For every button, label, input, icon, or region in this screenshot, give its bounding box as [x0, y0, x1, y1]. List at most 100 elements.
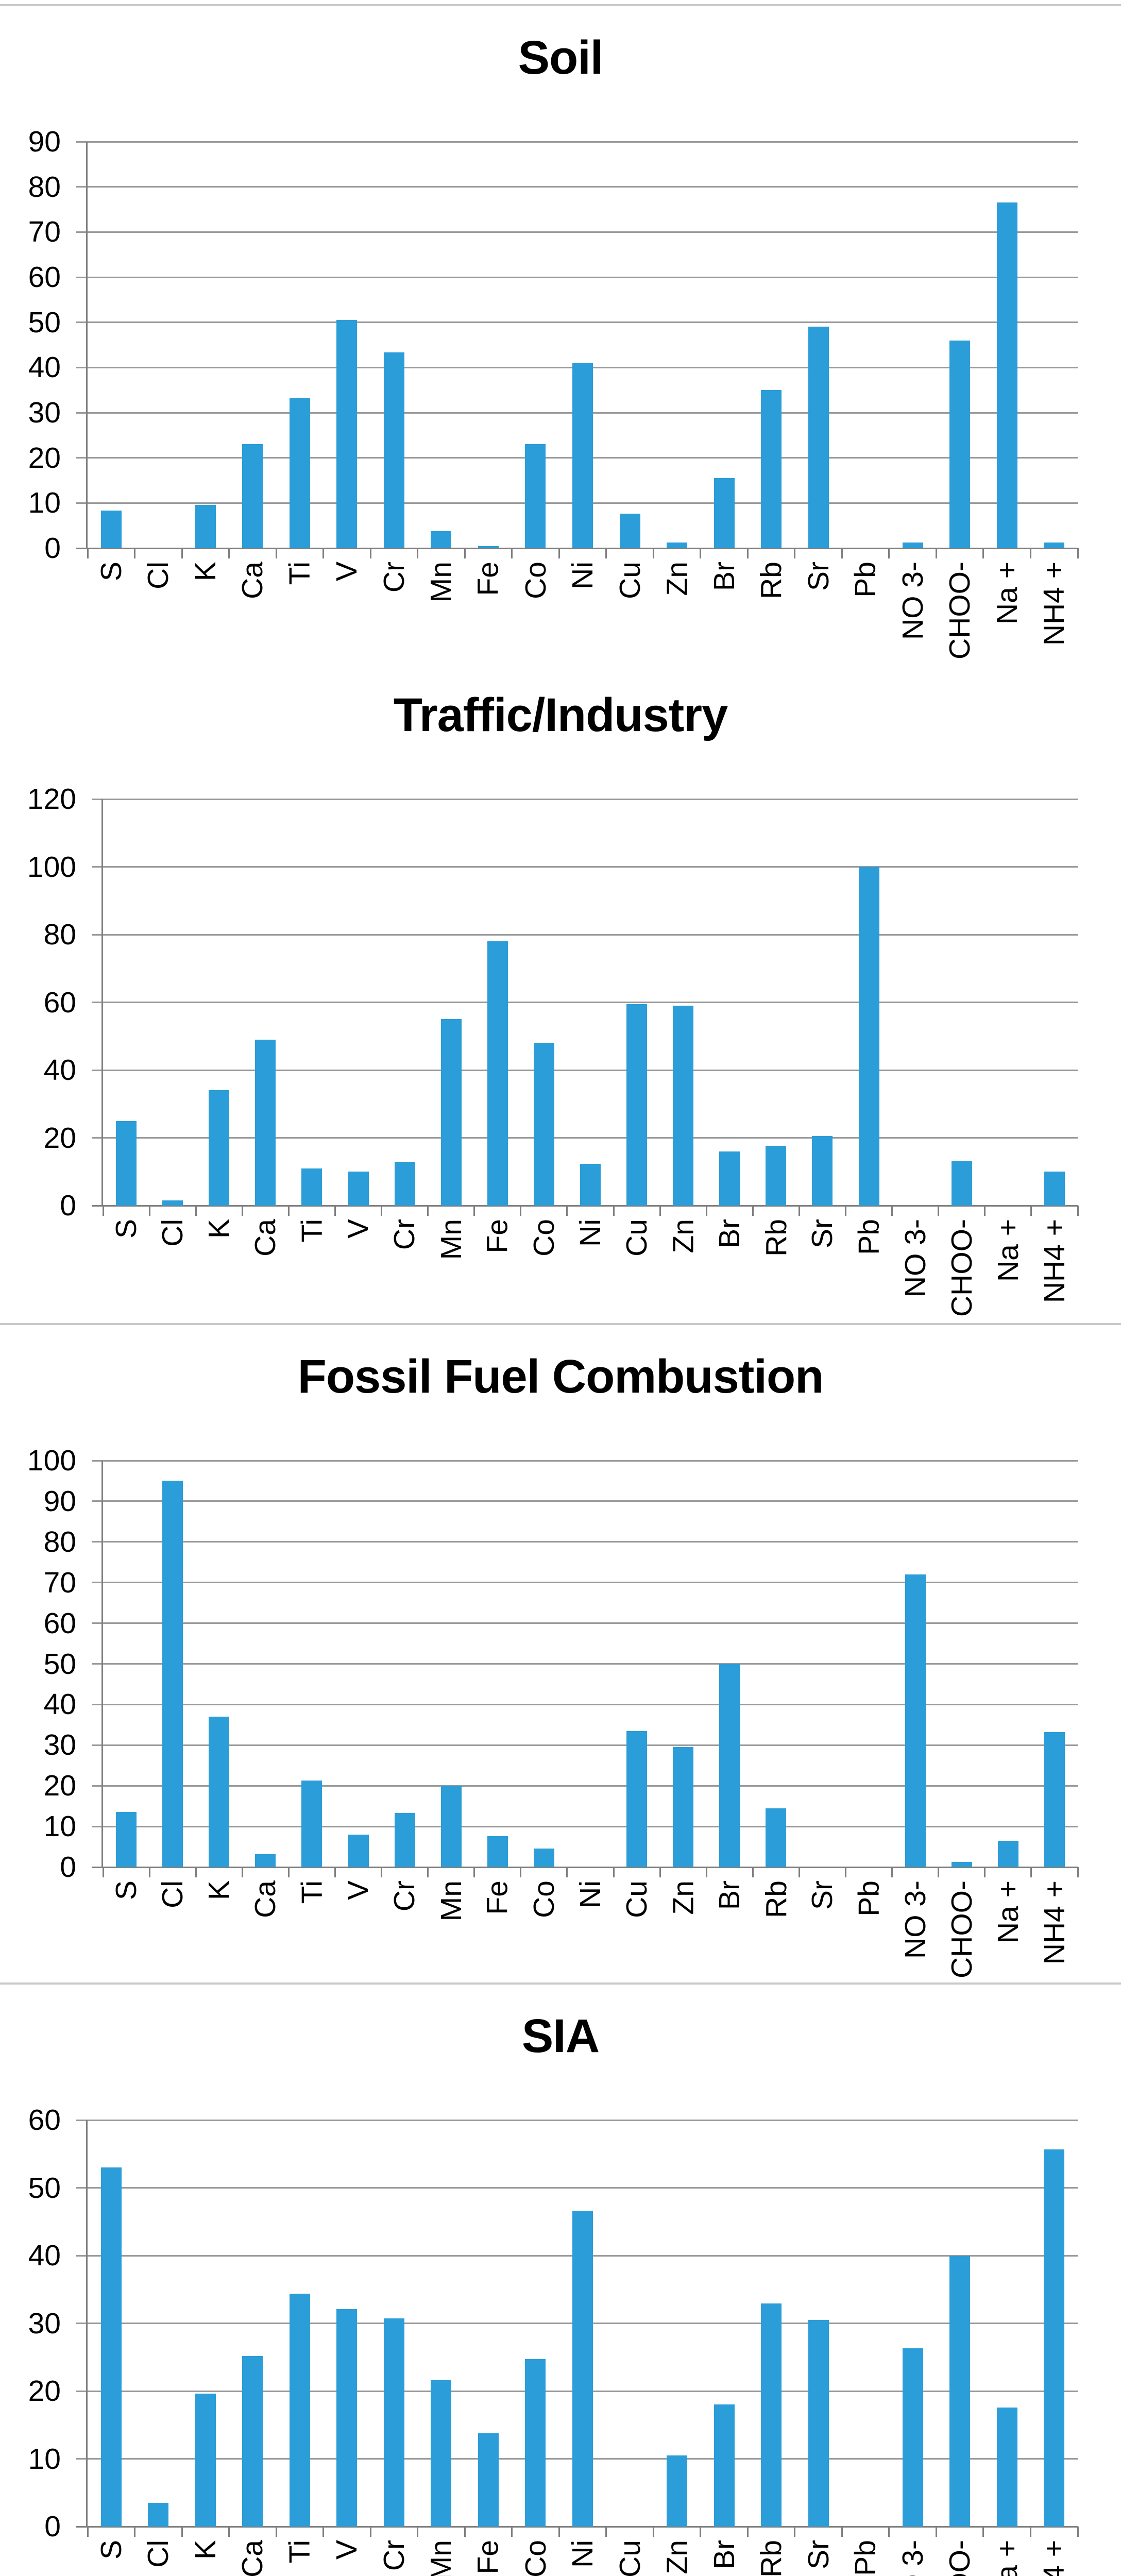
x-axis-tick-mark [984, 1867, 986, 1877]
x-axis-tick-mark [381, 1206, 383, 1216]
gridline [92, 1825, 1078, 1827]
x-tick-label-text: Cr [377, 2540, 411, 2571]
x-axis-tick-mark [566, 1206, 568, 1216]
x-tick-label-text: Co [527, 1219, 560, 1257]
gridline [92, 866, 1078, 868]
bar [996, 202, 1017, 548]
x-axis-tick-mark [334, 1867, 336, 1877]
x-axis-tick-mark [984, 1206, 986, 1216]
x-tick-label-text: V [342, 1880, 375, 1901]
x-axis-tick-mark [241, 1206, 243, 1216]
bar [440, 1019, 462, 1206]
x-tick-label-text: Sr [806, 1880, 839, 1910]
bar [619, 514, 640, 548]
bar [383, 352, 404, 548]
x-axis-tick-mark [87, 548, 89, 558]
x-tick-label-text: Rb [755, 2540, 788, 2576]
y-tick-label: 0 [44, 2510, 61, 2543]
bar [949, 2256, 971, 2527]
x-axis-tick-mark [287, 1206, 290, 1216]
x-tick-label-text: NH4 + [1038, 1219, 1071, 1303]
bar [533, 1043, 554, 1206]
x-axis-tick-mark [1029, 2527, 1031, 2537]
gridline [92, 1785, 1078, 1787]
x-tick-label-text: NO 3- [896, 2540, 929, 2576]
x-tick-label-text: Pb [849, 562, 882, 598]
x-tick-label-text: Cl [142, 2540, 175, 2568]
bar [440, 1786, 462, 1867]
y-tick-label: 10 [43, 1810, 76, 1843]
x-tick-label-text: Mn [424, 2540, 458, 2576]
y-tick-label: 20 [43, 1121, 76, 1155]
x-axis-tick-mark [700, 548, 702, 558]
y-tick-label: 0 [44, 532, 61, 565]
x-axis-tick-mark [473, 1206, 475, 1216]
x-tick-label-text: S [94, 2540, 128, 2560]
x-tick-label-text: Cu [620, 1880, 654, 1918]
x-tick-label-text: Cl [156, 1219, 190, 1247]
x-axis-tick-mark [417, 2527, 419, 2537]
x-axis-tick-mark [1077, 548, 1079, 558]
x-axis-tick-mark [148, 1206, 150, 1216]
x-axis-tick-mark [427, 1206, 429, 1216]
y-axis-line [86, 2120, 88, 2527]
bar [808, 327, 829, 548]
x-tick-label-text: S [94, 562, 128, 582]
bar [626, 1004, 648, 1206]
x-tick-label-text: Co [519, 562, 552, 599]
gridline [76, 2187, 1078, 2189]
x-tick-label-text: V [342, 1219, 375, 1239]
bar [673, 1006, 694, 1206]
bar [572, 363, 593, 548]
x-axis-tick-mark [841, 2527, 843, 2537]
gridline [92, 1460, 1078, 1462]
y-tick-label: 30 [28, 396, 61, 429]
x-tick-label-text: Mn [434, 1880, 468, 1922]
x-tick-label-text: NH4 + [1038, 562, 1071, 646]
gridline [92, 1582, 1078, 1584]
gridline [92, 934, 1078, 936]
x-tick-label-text: Br [707, 2540, 741, 2569]
x-tick-label-text: Br [713, 1219, 746, 1248]
chart-title: SIA [521, 2010, 600, 2062]
x-axis-tick-mark [982, 548, 984, 558]
x-tick-label-text: Fe [471, 2540, 505, 2574]
x-axis-tick-mark [381, 1867, 383, 1877]
x-axis-tick-mark [520, 1867, 522, 1877]
x-tick-label-text: Rb [759, 1219, 793, 1257]
bar [383, 2318, 404, 2527]
x-tick-label-text: Rb [759, 1880, 793, 1918]
y-tick-label: 70 [43, 1566, 76, 1599]
y-tick-label: 40 [28, 2239, 61, 2272]
bar [1044, 1732, 1065, 1867]
y-tick-label: 20 [43, 1769, 76, 1803]
x-tick-label-text: Ti [295, 1219, 329, 1243]
x-tick-label-text: Br [707, 562, 741, 591]
bar [808, 2319, 829, 2527]
gridline [76, 2119, 1078, 2121]
x-tick-label-text: Ca [249, 1219, 282, 1257]
y-tick-label: 70 [28, 215, 61, 249]
x-axis-line [76, 2526, 1078, 2528]
chart-panel-fossil-fuel-combustion: Fossil Fuel Combustion 0 10 20 30 40 50 60 70 80… [0, 1323, 1121, 1982]
bar [719, 1664, 740, 1867]
bar [766, 1808, 787, 1867]
x-axis-tick-mark [935, 548, 937, 558]
x-axis-tick-mark [982, 2527, 984, 2537]
x-axis-tick-mark [613, 1867, 615, 1877]
x-axis-tick-mark [287, 1867, 290, 1877]
bar [766, 1145, 787, 1206]
gridline [92, 1622, 1078, 1624]
gridline [92, 1137, 1078, 1139]
chart-title: Fossil Fuel Combustion [297, 1350, 824, 1403]
x-axis-tick-mark [845, 1206, 847, 1216]
gridline [92, 1703, 1078, 1705]
x-axis-tick-mark [891, 1206, 893, 1216]
x-axis-tick-mark [752, 1867, 754, 1877]
bar [525, 444, 546, 548]
bar [478, 546, 499, 548]
gridline [76, 186, 1078, 188]
x-axis-tick-mark [102, 1867, 104, 1877]
x-axis-tick-mark [794, 2527, 796, 2537]
bar [336, 2309, 358, 2527]
